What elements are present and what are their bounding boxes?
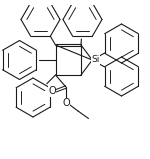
Text: Si: Si xyxy=(91,55,99,65)
Text: O: O xyxy=(62,98,70,108)
Text: O: O xyxy=(48,86,56,97)
